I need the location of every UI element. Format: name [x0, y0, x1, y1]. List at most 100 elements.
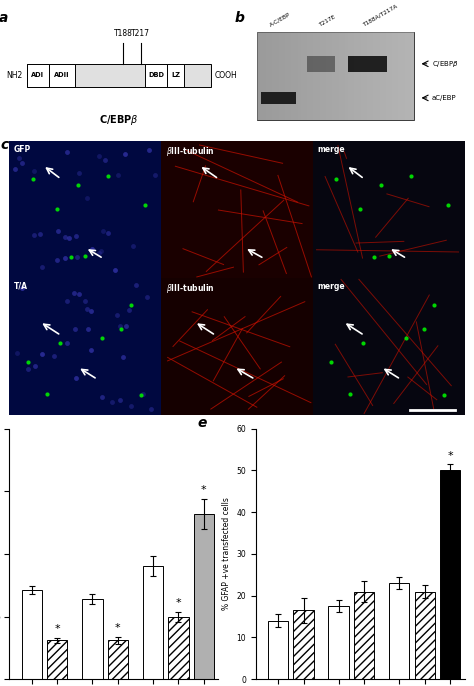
Bar [395, 32, 399, 120]
Bar [440, 471, 460, 679]
Bar [298, 32, 301, 120]
Bar [389, 583, 410, 679]
Text: $\beta$III-tubulin: $\beta$III-tubulin [166, 145, 214, 158]
Text: aC/EBP: aC/EBP [432, 95, 456, 101]
Text: C/EBP$\beta$: C/EBP$\beta$ [99, 113, 139, 127]
Bar [47, 640, 67, 679]
Bar [380, 32, 383, 120]
Text: DBD: DBD [148, 73, 164, 78]
Text: c: c [0, 138, 9, 152]
Bar [361, 32, 364, 120]
Bar [351, 32, 355, 120]
Text: T217E: T217E [319, 14, 337, 27]
Bar [323, 32, 326, 120]
Text: merge: merge [318, 145, 345, 154]
Bar [411, 32, 414, 120]
Y-axis label: % GFAP +ve transfected cells: % GFAP +ve transfected cells [222, 497, 231, 611]
Bar [354, 591, 374, 679]
Bar [285, 32, 288, 120]
Bar [348, 32, 351, 120]
Text: T217: T217 [131, 29, 150, 38]
Bar [260, 32, 263, 120]
Text: b: b [235, 11, 245, 25]
Bar [338, 32, 342, 120]
Bar [373, 32, 376, 120]
Text: *: * [176, 598, 181, 608]
Bar [367, 32, 370, 120]
Bar [313, 278, 465, 415]
Bar [313, 141, 465, 278]
Bar [161, 278, 313, 415]
Text: T/A: T/A [14, 282, 28, 291]
Bar [108, 640, 128, 679]
Bar [288, 32, 292, 120]
Bar [27, 64, 211, 87]
Text: T188A/T217A: T188A/T217A [361, 3, 398, 27]
Bar [376, 32, 380, 120]
Bar [168, 617, 189, 679]
Text: *: * [115, 623, 121, 632]
Text: ADII: ADII [54, 73, 70, 78]
Bar [310, 32, 313, 120]
Bar [262, 92, 296, 104]
Bar [143, 567, 163, 679]
Bar [263, 32, 266, 120]
Text: GFP: GFP [14, 145, 31, 154]
Bar [82, 599, 102, 679]
Bar [275, 32, 279, 120]
Bar [257, 32, 414, 120]
Bar [49, 64, 75, 87]
Bar [364, 32, 367, 120]
Bar [370, 32, 373, 120]
Bar [9, 278, 161, 415]
Bar [269, 32, 273, 120]
Bar [329, 32, 332, 120]
Text: merge: merge [318, 282, 345, 291]
Text: C/EBP$\beta$: C/EBP$\beta$ [432, 59, 459, 69]
Bar [257, 32, 260, 120]
Text: $\beta$III-tubulin: $\beta$III-tubulin [166, 282, 214, 295]
Bar [161, 141, 313, 278]
Bar [268, 621, 288, 679]
Bar [317, 32, 319, 120]
Bar [415, 591, 435, 679]
Bar [348, 56, 387, 71]
Bar [273, 32, 275, 120]
Bar [27, 64, 49, 87]
Text: *: * [201, 485, 207, 495]
Text: A-C/EBP: A-C/EBP [269, 12, 292, 27]
Bar [9, 141, 161, 278]
Bar [167, 64, 184, 87]
Text: e: e [197, 416, 207, 430]
Bar [328, 606, 349, 679]
Bar [389, 32, 392, 120]
Bar [342, 32, 345, 120]
Bar [401, 32, 405, 120]
Text: a: a [0, 11, 8, 25]
Text: COOH: COOH [215, 71, 238, 80]
Bar [355, 32, 357, 120]
Text: T188: T188 [114, 29, 133, 38]
Text: *: * [447, 451, 453, 461]
Text: LZ: LZ [171, 73, 180, 78]
Text: NH2: NH2 [6, 71, 23, 80]
Bar [332, 32, 336, 120]
Bar [326, 32, 329, 120]
Bar [383, 32, 386, 120]
Bar [279, 32, 282, 120]
Bar [357, 32, 361, 120]
Bar [405, 32, 408, 120]
Bar [294, 32, 298, 120]
Bar [319, 32, 323, 120]
Text: ADI: ADI [31, 73, 45, 78]
Bar [386, 32, 389, 120]
Bar [293, 611, 314, 679]
Bar [304, 32, 307, 120]
Bar [345, 32, 348, 120]
Bar [307, 32, 310, 120]
Text: *: * [55, 624, 60, 634]
Bar [336, 32, 338, 120]
Bar [392, 32, 395, 120]
Bar [399, 32, 401, 120]
Bar [292, 32, 294, 120]
